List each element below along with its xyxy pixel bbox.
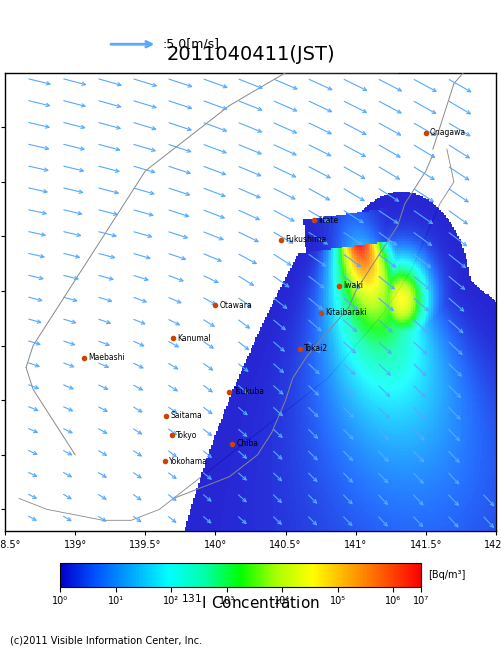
Text: Tsukuba: Tsukuba	[233, 387, 265, 396]
Text: Otawara: Otawara	[219, 301, 253, 310]
Text: 2011040411(JST): 2011040411(JST)	[166, 45, 335, 63]
Text: Kitaibaraki: Kitaibaraki	[325, 308, 367, 318]
Text: Yokohama: Yokohama	[169, 457, 208, 466]
Text: Tokyo: Tokyo	[176, 431, 197, 440]
Text: (c)2011 Visible Information Center, Inc.: (c)2011 Visible Information Center, Inc.	[10, 636, 202, 646]
Text: Saitama: Saitama	[170, 411, 202, 420]
Text: Chiba: Chiba	[236, 440, 259, 448]
Text: :5.0[m/s]: :5.0[m/s]	[162, 38, 219, 51]
Text: Iitate: Iitate	[318, 215, 338, 225]
Text: [Bq/m³]: [Bq/m³]	[428, 570, 466, 581]
Text: Fukushima: Fukushima	[286, 235, 327, 244]
Text: Kanumal: Kanumal	[177, 333, 211, 343]
Text: Iwaki: Iwaki	[343, 281, 363, 290]
Text: $^{131}$I Concentration: $^{131}$I Concentration	[181, 594, 320, 612]
Text: Onagawa: Onagawa	[430, 129, 466, 137]
Text: Tokai2: Tokai2	[304, 345, 328, 353]
Text: Maebashi: Maebashi	[88, 353, 125, 362]
